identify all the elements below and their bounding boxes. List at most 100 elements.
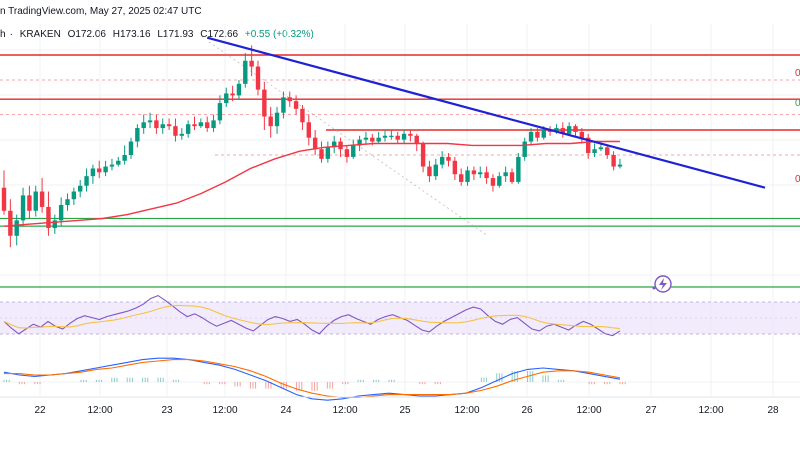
candle-body-7 [46,206,51,229]
candle-body-66 [420,143,426,167]
candle-body-70 [446,156,451,161]
candle-body-64 [408,133,413,136]
candle-body-95 [605,147,610,155]
lightning-icon-dot [652,286,656,290]
candle-body-73 [465,170,470,182]
candle-body-85 [541,130,546,138]
candle-body-36 [230,93,235,96]
lightning-icon [652,275,672,293]
candle-body-3 [20,195,26,221]
candle-body-58 [370,137,375,142]
candle-body-52 [332,141,337,148]
candle-body-92 [586,137,591,154]
candle-body-21 [135,128,140,142]
candle-body-49 [312,137,318,150]
candle-body-25 [160,124,165,129]
candle-body-68 [433,164,438,177]
x-tick-label-3: 12:00 [212,405,237,416]
candle-body-97 [617,164,623,167]
candle-body-67 [427,166,432,177]
candle-body-15 [97,168,102,173]
close-value: C172.66 [200,29,239,40]
candle-body-39 [249,60,254,67]
right-level-label-2: 0 [795,174,800,185]
x-tick-label-9: 12:00 [576,405,601,416]
candle-body-90 [573,126,578,132]
candle-body-31 [198,122,204,127]
candle-body-43 [274,112,280,127]
candle-body-88 [560,128,565,134]
candle-body-60 [382,135,388,138]
candle-body-0 [1,187,7,211]
candle-body-38 [243,60,248,84]
candle-body-27 [173,126,178,136]
x-tick-label-4: 24 [280,405,292,416]
separator-text: · [9,29,13,40]
candle-body-42 [268,116,273,127]
candle-body-11 [71,191,77,200]
candle-body-2 [14,220,19,236]
candle-body-94 [598,147,604,150]
macd-line [3,357,620,401]
lightning-icon-bolt [659,278,667,290]
rsi-line [3,294,621,337]
candle-body-20 [128,141,134,155]
candle-body-56 [357,139,362,146]
candle-body-32 [205,122,210,129]
candle-body-28 [179,133,184,136]
candle-body-50 [319,149,324,159]
candle-body-51 [325,147,331,159]
candle-body-74 [471,170,477,175]
candle-body-65 [414,135,419,144]
candle-body-76 [484,172,489,179]
signal-line [4,359,620,398]
candle-body-23 [147,120,153,123]
x-tick-label-5: 12:00 [332,405,357,416]
candle-body-24 [154,120,159,129]
candle-body-33 [211,120,216,129]
candle-body-17 [109,164,115,167]
candle-body-19 [122,155,127,161]
symbol-text: h [0,29,6,40]
high-value: H173.16 [112,29,151,40]
candle-body-13 [84,176,89,186]
candle-body-63 [401,133,407,140]
attribution-text: n TradingView.com, May 27, 2025 02:47 UT… [0,6,202,17]
open-value: O172.06 [67,29,106,40]
candle-body-57 [363,137,369,140]
candle-body-47 [300,108,305,123]
candle-body-83 [528,131,534,142]
x-tick-label-10: 27 [645,405,657,416]
candle-body-78 [497,176,502,186]
candle-body-5 [33,191,38,211]
candle-body-82 [522,141,527,157]
candle-body-93 [592,149,597,154]
candle-body-1 [8,210,13,236]
candle-body-10 [65,199,70,205]
chart-attribution: n TradingView.com, May 27, 2025 02:47 UT… [0,6,206,17]
x-tick-label-1: 12:00 [87,405,112,416]
right-level-label-0: 0 [795,68,800,79]
candle-body-87 [554,128,559,132]
candle-body-84 [535,131,540,138]
candle-body-62 [395,135,400,140]
candle-body-37 [236,83,242,96]
candle-body-81 [516,156,521,182]
x-tick-label-7: 12:00 [454,405,479,416]
candle-body-55 [351,145,356,157]
candle-body-59 [376,137,381,142]
candle-body-72 [459,174,464,182]
candle-body-75 [478,172,483,175]
x-tick-label-12: 28 [767,405,779,416]
candle-body-6 [39,191,45,207]
bearish-trend-line [206,36,766,189]
right-level-label-1: 0 [795,98,800,109]
candle-body-40 [255,66,261,90]
candle-body-12 [78,185,83,192]
candle-body-54 [344,149,350,157]
x-tick-label-2: 23 [161,405,173,416]
candle-body-41 [262,89,267,117]
candle-body-26 [166,124,172,127]
